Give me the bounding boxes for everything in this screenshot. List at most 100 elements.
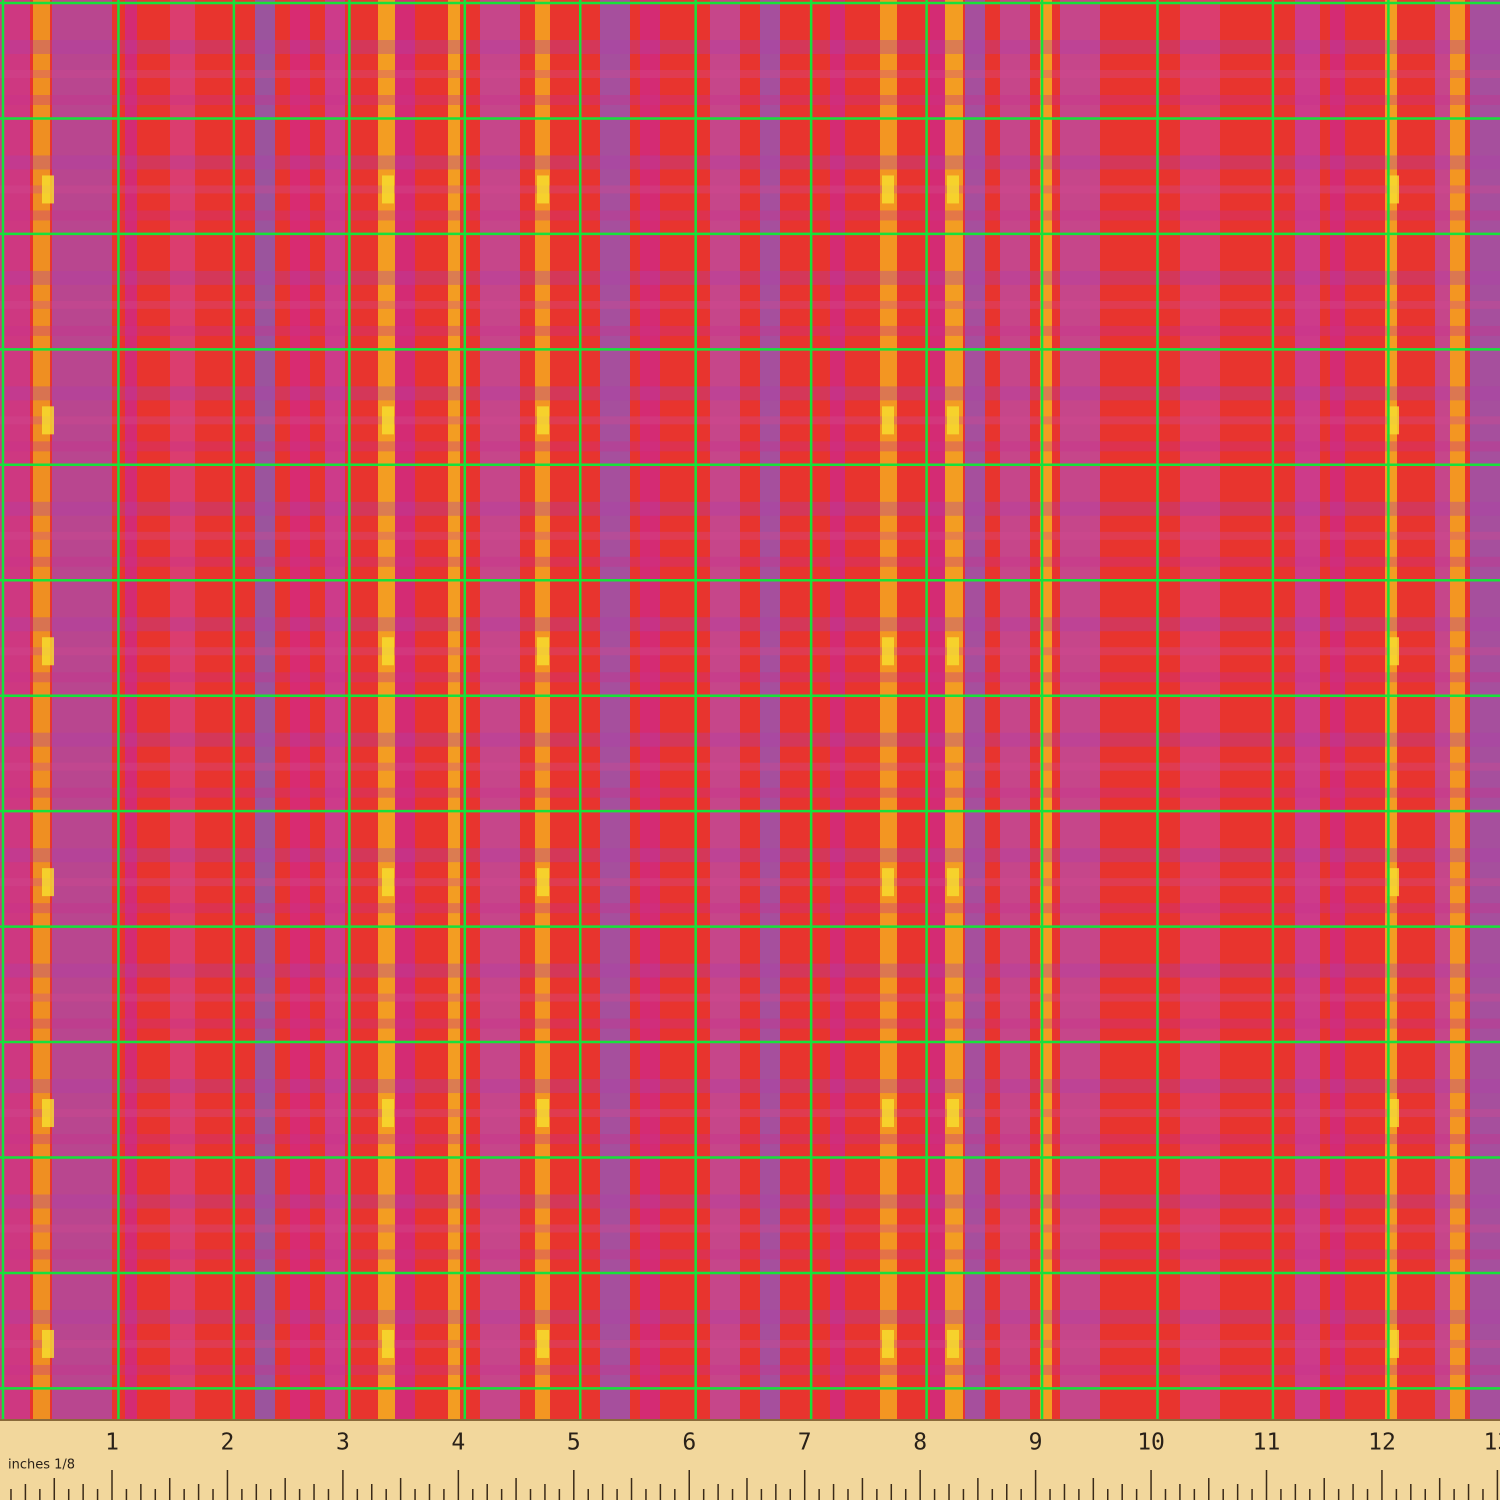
ruler-number: 7 bbox=[798, 1430, 812, 1456]
highlight bbox=[382, 1329, 394, 1358]
highlight bbox=[882, 1329, 894, 1358]
cross-stripe bbox=[0, 762, 1500, 771]
stripe bbox=[1450, 0, 1465, 1420]
highlight bbox=[382, 175, 394, 204]
cross-stripe bbox=[0, 787, 1500, 798]
highlight bbox=[537, 175, 549, 204]
stripe bbox=[640, 0, 660, 1420]
stripe bbox=[170, 0, 195, 1420]
highlight bbox=[42, 637, 54, 666]
cross-stripe bbox=[0, 617, 1500, 632]
highlight bbox=[42, 1099, 54, 1128]
stripe bbox=[830, 0, 845, 1420]
ruler-number: 10 bbox=[1137, 1430, 1165, 1456]
highlight bbox=[947, 406, 959, 435]
cross-stripe bbox=[0, 70, 1500, 78]
highlight bbox=[42, 175, 54, 204]
horizontal-stripes bbox=[0, 40, 1500, 1491]
ruler-number: 13 bbox=[1484, 1430, 1500, 1456]
highlight bbox=[1387, 175, 1399, 204]
cross-stripe bbox=[0, 325, 1500, 336]
stripe bbox=[1330, 0, 1345, 1420]
ruler-number: 11 bbox=[1253, 1430, 1281, 1456]
stripe bbox=[325, 0, 345, 1420]
highlight bbox=[1387, 868, 1399, 897]
ruler-number: 1 bbox=[105, 1430, 119, 1456]
cross-stripe bbox=[0, 1079, 1500, 1094]
stripe bbox=[480, 0, 520, 1420]
highlight bbox=[42, 406, 54, 435]
highlight bbox=[947, 1099, 959, 1128]
cross-stripe bbox=[0, 501, 1500, 516]
cross-stripe bbox=[0, 1249, 1500, 1260]
stripe bbox=[535, 0, 550, 1420]
stripe bbox=[33, 0, 50, 1420]
highlight bbox=[947, 1329, 959, 1358]
stripe bbox=[600, 0, 630, 1420]
ruler-number: 9 bbox=[1029, 1430, 1043, 1456]
cross-stripe bbox=[0, 185, 1500, 194]
highlight bbox=[947, 175, 959, 204]
cross-stripe bbox=[0, 441, 1500, 452]
ruler-number: 12 bbox=[1368, 1430, 1396, 1456]
ruler-ticks bbox=[10, 1470, 1499, 1500]
highlight bbox=[882, 637, 894, 666]
highlight bbox=[42, 868, 54, 897]
highlight bbox=[382, 637, 394, 666]
ruler-unit: inches 1/8 bbox=[8, 1458, 75, 1473]
highlight bbox=[537, 406, 549, 435]
highlight bbox=[537, 1329, 549, 1358]
highlight bbox=[382, 868, 394, 897]
stripe bbox=[965, 0, 985, 1420]
cross-stripe bbox=[0, 1339, 1500, 1348]
cross-stripe bbox=[0, 300, 1500, 309]
cross-stripe bbox=[0, 848, 1500, 863]
ruler-number: 3 bbox=[336, 1430, 350, 1456]
highlight bbox=[1387, 1329, 1399, 1358]
stripe bbox=[930, 0, 945, 1420]
highlight bbox=[537, 637, 549, 666]
cross-stripe bbox=[0, 531, 1500, 540]
cross-stripe bbox=[0, 903, 1500, 914]
stripe bbox=[710, 0, 740, 1420]
stripe bbox=[1180, 0, 1220, 1420]
cross-stripe bbox=[0, 672, 1500, 683]
cross-stripe bbox=[0, 993, 1500, 1002]
highlight bbox=[1387, 406, 1399, 435]
highlight bbox=[947, 868, 959, 897]
cross-stripe bbox=[0, 1364, 1500, 1375]
vertical-stripes bbox=[0, 0, 1500, 1420]
stripe bbox=[880, 0, 897, 1420]
cross-stripe bbox=[0, 1018, 1500, 1029]
stripe bbox=[395, 0, 415, 1420]
ruler-numbers: 12345678910111213 bbox=[105, 1430, 1500, 1456]
highlight bbox=[882, 1099, 894, 1128]
stripe bbox=[255, 0, 275, 1420]
stripe bbox=[52, 0, 112, 1420]
ruler-number: 4 bbox=[451, 1430, 465, 1456]
stripe bbox=[378, 0, 395, 1420]
stripe bbox=[1470, 0, 1500, 1420]
cross-stripe bbox=[0, 878, 1500, 887]
cross-stripe bbox=[0, 647, 1500, 656]
ruler-number: 2 bbox=[221, 1430, 235, 1456]
stripe bbox=[448, 0, 460, 1420]
cross-stripe bbox=[0, 1309, 1500, 1324]
cross-stripe bbox=[0, 963, 1500, 978]
cross-stripe bbox=[0, 95, 1500, 105]
ruler-number: 6 bbox=[682, 1430, 696, 1456]
stripe bbox=[1000, 0, 1030, 1420]
cross-stripe bbox=[0, 416, 1500, 425]
highlight bbox=[42, 1329, 54, 1358]
stripe bbox=[290, 0, 310, 1420]
stripe bbox=[760, 0, 780, 1420]
cross-stripe bbox=[0, 386, 1500, 401]
stripe bbox=[1060, 0, 1100, 1420]
highlight bbox=[382, 1099, 394, 1128]
cross-stripe bbox=[0, 155, 1500, 170]
stripe bbox=[1295, 0, 1320, 1420]
highlight bbox=[1387, 1099, 1399, 1128]
cross-stripe bbox=[0, 732, 1500, 747]
